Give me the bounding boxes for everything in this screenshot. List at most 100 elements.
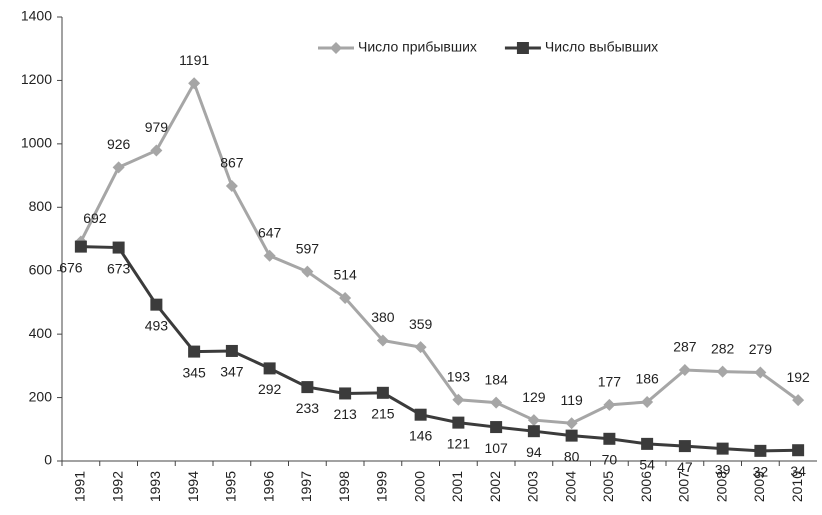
- data-label: 193: [447, 368, 471, 384]
- marker: [414, 341, 427, 354]
- marker: [225, 344, 238, 357]
- x-tick-label: 2007: [676, 471, 692, 502]
- data-label: 146: [409, 427, 433, 443]
- data-label: 282: [711, 340, 735, 356]
- data-label: 107: [484, 440, 508, 456]
- data-label: 213: [333, 406, 357, 422]
- marker: [112, 241, 125, 254]
- marker: [301, 265, 314, 278]
- y-tick-label: 200: [29, 388, 53, 404]
- data-label: 345: [182, 364, 206, 380]
- data-label: 192: [786, 369, 810, 385]
- x-tick-label: 1998: [336, 471, 352, 502]
- data-label: 186: [635, 371, 659, 387]
- series-line: [80, 245, 799, 453]
- data-label: 121: [447, 435, 471, 451]
- marker: [414, 408, 427, 421]
- y-tick-label: 400: [29, 325, 53, 341]
- x-tick-label: 2000: [411, 471, 427, 502]
- data-label: 94: [526, 444, 542, 460]
- marker: [565, 429, 578, 442]
- x-tick-label: 1991: [72, 471, 88, 502]
- marker: [754, 444, 767, 457]
- data-label: 347: [220, 364, 244, 380]
- x-tick-label: 1992: [109, 471, 125, 502]
- y-tick-label: 1000: [21, 135, 52, 151]
- marker: [678, 440, 691, 453]
- data-label: 34: [790, 463, 806, 479]
- data-label: 184: [484, 371, 508, 387]
- data-label: 493: [145, 317, 169, 333]
- data-label: 32: [753, 464, 769, 480]
- data-label: 597: [296, 240, 320, 256]
- marker: [452, 393, 465, 406]
- x-tick-label: 2003: [525, 471, 541, 502]
- marker: [339, 291, 352, 304]
- data-label: 177: [598, 374, 622, 390]
- marker: [263, 249, 276, 262]
- x-tick-label: 1997: [298, 471, 314, 502]
- x-tick-label: 1993: [147, 471, 163, 502]
- data-label: 692: [83, 210, 107, 226]
- x-tick-label: 1996: [260, 471, 276, 502]
- marker: [641, 437, 654, 450]
- marker: [150, 298, 163, 311]
- marker: [225, 180, 238, 193]
- marker: [301, 381, 314, 394]
- marker: [792, 444, 805, 457]
- marker: [330, 42, 342, 54]
- x-tick-label: 1995: [223, 471, 239, 502]
- data-label: 233: [296, 400, 320, 416]
- y-tick-label: 1200: [21, 71, 52, 87]
- x-tick-label: 2001: [449, 471, 465, 502]
- data-label: 80: [564, 448, 580, 464]
- series-line: [79, 79, 800, 425]
- marker: [603, 398, 616, 411]
- marker: [376, 386, 389, 399]
- data-label: 292: [258, 381, 282, 397]
- data-label: 1191: [179, 52, 209, 68]
- data-label: 673: [107, 260, 131, 276]
- data-label: 926: [107, 136, 131, 152]
- data-label: 279: [749, 341, 773, 357]
- data-label: 70: [602, 452, 618, 468]
- data-label: 514: [333, 267, 357, 283]
- data-label: 380: [371, 309, 395, 325]
- marker: [188, 77, 201, 90]
- x-tick-label: 2004: [562, 471, 578, 502]
- marker: [678, 363, 691, 376]
- x-tick-label: 2006: [638, 471, 654, 502]
- data-label: 54: [639, 457, 655, 473]
- marker: [74, 240, 87, 253]
- y-tick-label: 800: [29, 198, 53, 214]
- marker: [376, 334, 389, 347]
- marker: [150, 144, 163, 157]
- x-tick-label: 2010: [789, 471, 805, 502]
- y-tick-label: 1400: [21, 8, 52, 24]
- marker: [527, 414, 540, 427]
- x-tick-label: 1994: [185, 471, 201, 502]
- marker: [754, 366, 767, 379]
- marker: [452, 416, 465, 429]
- y-tick-label: 600: [29, 261, 53, 277]
- marker: [716, 442, 729, 455]
- data-label: 647: [258, 225, 282, 241]
- marker: [792, 394, 805, 407]
- marker: [263, 362, 276, 375]
- x-tick-label: 2009: [751, 471, 767, 502]
- data-label: 129: [522, 389, 546, 405]
- data-label: 39: [715, 461, 731, 477]
- marker: [516, 42, 529, 54]
- marker: [188, 345, 201, 358]
- data-label: 979: [145, 119, 169, 135]
- data-label: 287: [673, 339, 697, 355]
- data-label: 359: [409, 316, 433, 332]
- marker: [565, 417, 578, 430]
- data-label: 676: [59, 259, 83, 275]
- marker: [490, 421, 503, 434]
- data-label: 119: [560, 392, 583, 408]
- legend-label: Число прибывших: [358, 39, 477, 55]
- data-label: 47: [677, 459, 693, 475]
- marker: [603, 432, 616, 445]
